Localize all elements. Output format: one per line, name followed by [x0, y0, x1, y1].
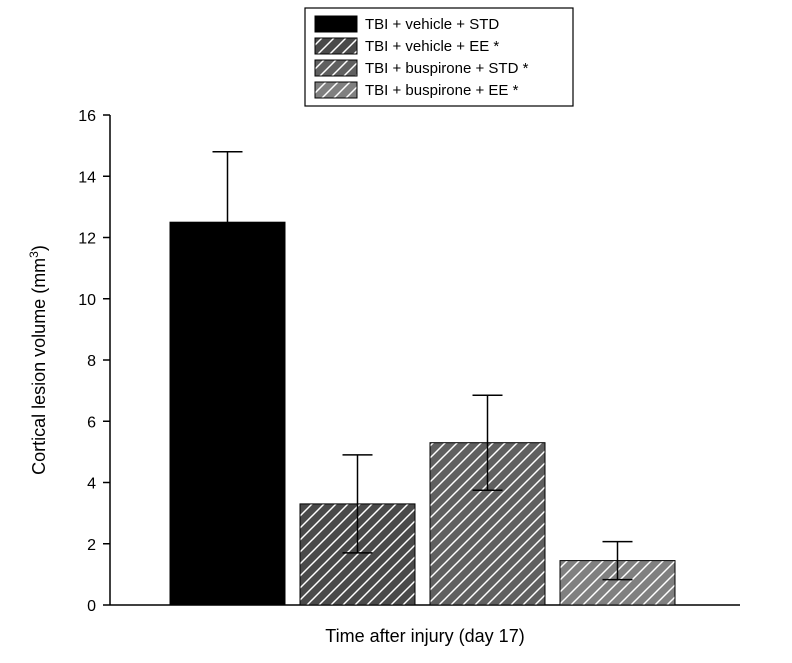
legend-swatch-2 — [315, 38, 357, 54]
chart-container: 0 2 4 6 8 10 12 14 16 Cortical lesion vo… — [0, 0, 792, 663]
legend-swatch-3 — [315, 60, 357, 76]
y-ticks: 0 2 4 6 8 10 12 14 16 — [78, 108, 110, 615]
legend-label-1: TBI + vehicle + STD — [365, 16, 499, 33]
legend-swatch-4 — [315, 82, 357, 98]
ytick-6: 6 — [87, 414, 96, 431]
ytick-10: 10 — [78, 292, 96, 309]
ytick-16: 16 — [78, 108, 96, 125]
bar-chart: 0 2 4 6 8 10 12 14 16 Cortical lesion vo… — [0, 0, 792, 663]
ytick-4: 4 — [87, 476, 96, 493]
y-axis-label: Cortical lesion volume (mm3) — [27, 245, 49, 475]
legend-label-3: TBI + buspirone + STD * — [365, 60, 529, 77]
ytick-12: 12 — [78, 231, 96, 248]
ytick-14: 14 — [78, 169, 96, 186]
legend-label-2: TBI + vehicle + EE * — [365, 38, 499, 55]
ytick-2: 2 — [87, 537, 96, 554]
ytick-8: 8 — [87, 353, 96, 370]
ytick-0: 0 — [87, 598, 96, 615]
legend-label-4: TBI + buspirone + EE * — [365, 82, 519, 99]
x-axis-label: Time after injury (day 17) — [325, 626, 524, 646]
legend-swatch-1 — [315, 16, 357, 32]
